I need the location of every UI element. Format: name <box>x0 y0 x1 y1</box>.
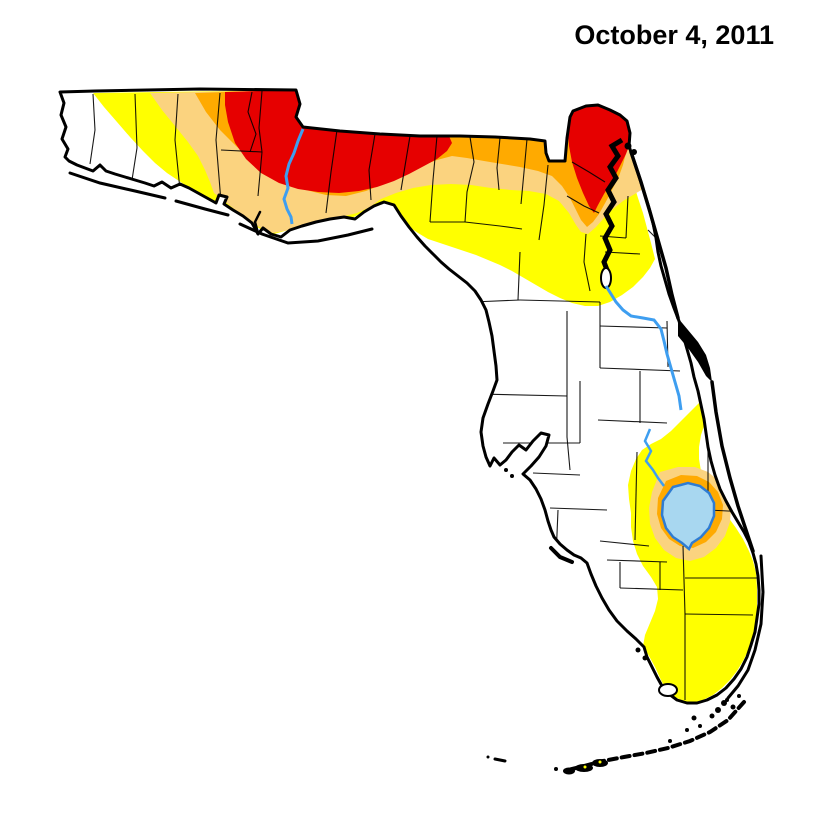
apalachicola-river <box>282 128 305 225</box>
keys-dry-speck-1 <box>598 760 602 764</box>
st-johns-river <box>604 285 683 411</box>
keys-dry-speck-2 <box>583 765 587 769</box>
map-date-title: October 4, 2011 <box>574 20 774 50</box>
lake-george <box>600 267 612 289</box>
florida-keys <box>486 694 746 775</box>
drought-shading-layer <box>89 90 758 703</box>
cape-canaveral <box>678 318 712 382</box>
drought-region-d3-northeast <box>568 105 630 213</box>
kissimmee-river <box>643 428 665 487</box>
barrier-islands <box>68 150 765 719</box>
whitewater-bay <box>658 683 678 697</box>
st-johns-river-upper <box>601 137 624 271</box>
drought-region-d3-panhandle <box>225 90 452 193</box>
lake-okeechobee <box>660 481 716 551</box>
